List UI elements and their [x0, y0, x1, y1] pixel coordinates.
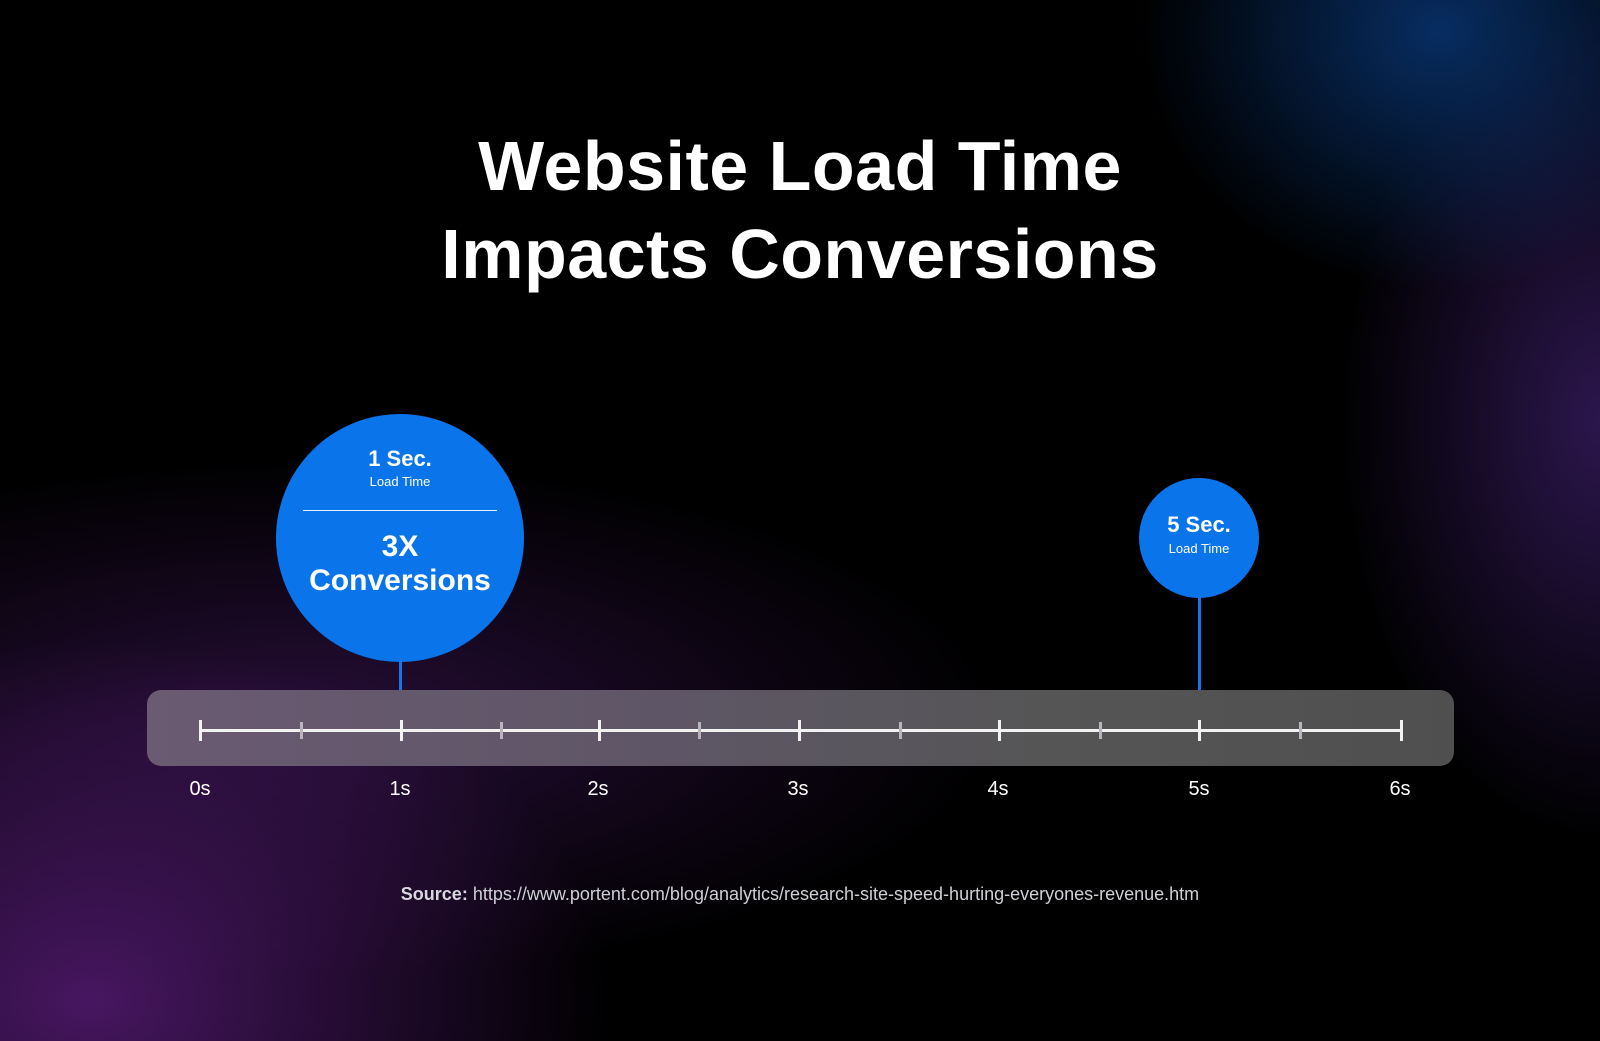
tick-1-5s [500, 722, 503, 739]
bubble-divider [303, 510, 497, 511]
tick-5-5s [1299, 722, 1302, 739]
tick-1s [400, 720, 403, 741]
tick-0-5s [300, 722, 303, 739]
tick-label-2s: 2s [587, 778, 609, 800]
tick-label-1s: 1s [389, 778, 411, 800]
tick-5s [1198, 720, 1201, 741]
tick-label-6s: 6s [1389, 778, 1411, 800]
source-url: https://www.portent.com/blog/analytics/r… [472, 884, 1200, 904]
tick-4-5s [1099, 722, 1102, 739]
marker-bubble-1s: 1 Sec. Load Time 3X Conversions [276, 414, 524, 662]
tick-2-5s [698, 722, 701, 739]
tick-3s [798, 720, 801, 741]
tick-label-3s: 3s [787, 778, 809, 800]
marker-time: 5 Sec. [1167, 512, 1231, 537]
marker-stat: 3X [381, 530, 419, 563]
source-citation: Source: https://www.portent.com/blog/ana… [0, 884, 1600, 905]
tick-3-5s [899, 722, 902, 739]
marker-sub: Load Time [1168, 541, 1230, 556]
marker-stat-label: Conversions [309, 564, 491, 597]
tick-4s [998, 720, 1001, 741]
tick-label-5s: 5s [1188, 778, 1210, 800]
tick-0s [199, 720, 202, 741]
timeline-axis [200, 729, 1402, 732]
title-line-2: Impacts Conversions [441, 215, 1159, 293]
page-title: Website Load Time Impacts Conversions [0, 122, 1600, 298]
tick-label-4s: 4s [987, 778, 1009, 800]
marker-sub: Load Time [369, 474, 431, 489]
tick-2s [598, 720, 601, 741]
tick-label-0s: 0s [189, 778, 211, 800]
title-line-1: Website Load Time [478, 127, 1122, 205]
marker-stem-5s [1198, 596, 1201, 702]
tick-6s [1400, 720, 1403, 741]
source-label: Source: [400, 884, 468, 904]
marker-stem-1s [399, 660, 402, 702]
marker-bubble-5s: 5 Sec. Load Time [1139, 478, 1259, 598]
marker-time: 1 Sec. [368, 446, 432, 471]
